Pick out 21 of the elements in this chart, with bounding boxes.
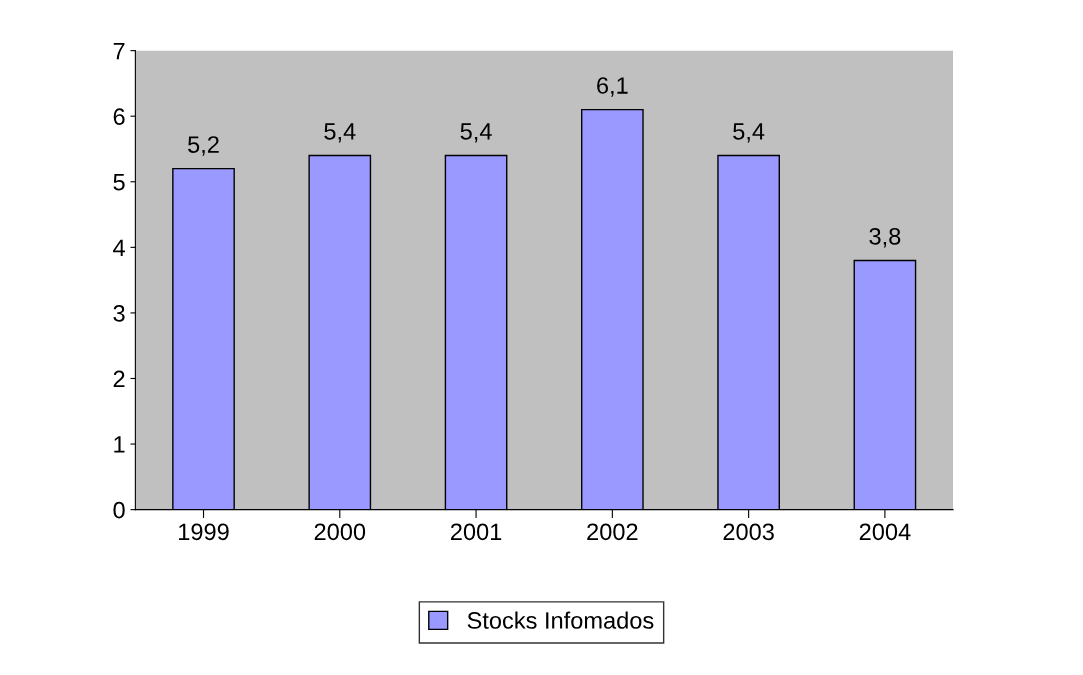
y-tick-label: 5 <box>113 174 125 191</box>
y-tick-label: 4 <box>113 239 125 256</box>
y-tick-label: 2 <box>113 370 125 388</box>
y-tick-label: 1 <box>114 436 125 453</box>
y-tick-label: 6 <box>113 108 125 125</box>
x-tick-label: 2002 <box>587 523 638 541</box>
data-label: 5,4 <box>324 123 356 143</box>
y-tick-label: 7 <box>113 42 125 60</box>
x-tick-label: 2001 <box>451 523 502 541</box>
data-label: 3,8 <box>869 227 901 248</box>
data-label: 5,4 <box>460 123 492 143</box>
y-tick-label: 3 <box>113 304 125 322</box>
x-tick-label: 2000 <box>314 523 366 541</box>
data-label: 5,2 <box>188 136 219 156</box>
legend-label: Stocks Infomados <box>467 611 654 629</box>
x-tick-label: 2003 <box>723 523 774 541</box>
x-tick-label: 2004 <box>859 523 911 541</box>
x-tick-label: 1999 <box>179 523 229 541</box>
data-label: 6,1 <box>597 77 628 97</box>
y-tick-label: 0 <box>113 501 125 519</box>
data-label: 5,4 <box>733 123 765 143</box>
